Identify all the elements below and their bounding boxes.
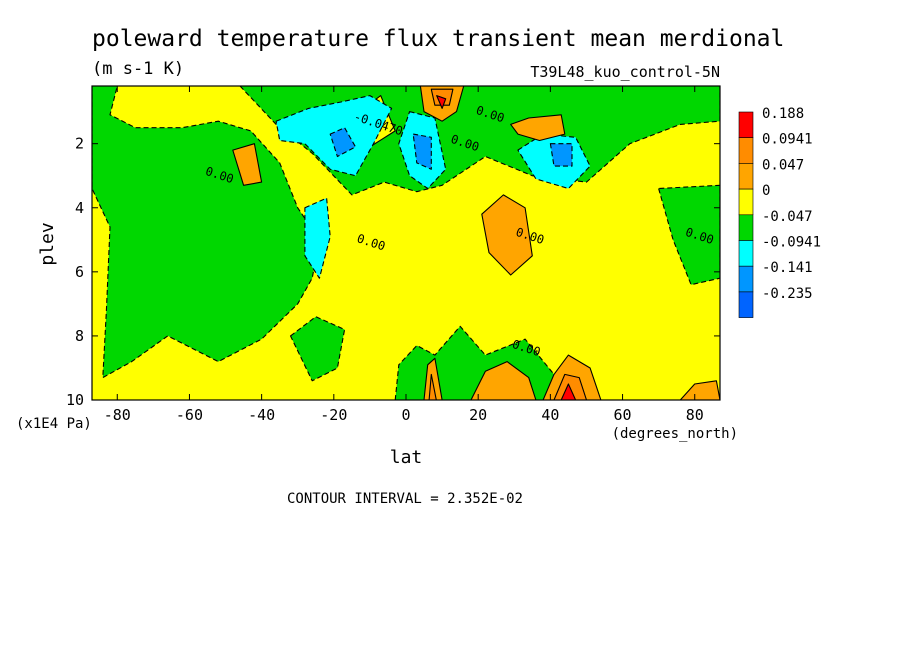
contour-region-1	[92, 86, 320, 379]
colorbar-label: 0.047	[762, 157, 804, 173]
contour-region-20	[679, 380, 720, 400]
colorbar-swatch	[738, 240, 754, 267]
colorbar-label: 0.0941	[762, 132, 813, 148]
colorbar-swatch	[738, 137, 754, 164]
run-label: T39L48_kuo_control-5N	[530, 63, 720, 81]
x-tick-label: 60	[614, 406, 632, 424]
y-axis: 2 4 6 8 10	[66, 135, 720, 409]
x-tick-label: 80	[686, 406, 704, 424]
colorbar-label: 0.188	[762, 106, 804, 122]
x-units-label: (degrees_north)	[612, 426, 738, 442]
contour-region-10	[304, 197, 331, 279]
contour-region-3	[658, 184, 720, 286]
contour-region-12	[412, 133, 432, 170]
colorbar-label: -0.235	[762, 286, 813, 302]
contour-region-26	[560, 383, 577, 400]
colorbar-label: -0.0941	[762, 235, 821, 251]
x-tick-label: -20	[320, 406, 347, 424]
colorbar-label: -0.047	[762, 209, 813, 225]
contour-region-11	[329, 127, 357, 158]
contour-region-24	[428, 373, 437, 400]
contour-region-17	[510, 114, 566, 142]
x-tick-label: 40	[541, 406, 559, 424]
heatmap-field	[92, 86, 720, 400]
y-tick-label: 2	[75, 135, 84, 153]
y-axis-title: plev	[37, 222, 58, 265]
contour-region-21	[423, 357, 443, 400]
x-tick-label: 0	[401, 406, 410, 424]
contour-region-15	[481, 194, 533, 276]
x-tick-label: -40	[248, 406, 275, 424]
x-axis-title: lat	[390, 447, 423, 468]
y-tick-label: 6	[75, 263, 84, 281]
colorbar-swatch	[738, 265, 754, 293]
colorbar-swatch	[738, 291, 754, 318]
y-tick-label: 10	[66, 391, 84, 409]
colorbar-swatch	[738, 214, 754, 241]
colorbar-label: -0.141	[762, 260, 813, 276]
x-axis: -80 -60 -40 -20 0 20 40 60 80	[104, 86, 704, 424]
y-tick-label: 8	[75, 327, 84, 345]
units-label: (m s-1 K)	[92, 59, 184, 79]
chart-title: poleward temperature flux transient mean…	[92, 26, 784, 52]
x-tick-label: -80	[104, 406, 131, 424]
colorbar-swatch	[738, 163, 754, 190]
colorbar-swatch	[738, 111, 754, 139]
contour-region-5	[289, 316, 346, 382]
contour-region-14	[232, 143, 263, 186]
y-tick-label: 4	[75, 199, 84, 217]
contour-region-25	[436, 95, 447, 109]
colorbar-legend: 0.188 0.0941 0.047 0 -0.047 -0.0941 -0.141 -0.2…	[738, 106, 821, 318]
y-units-label: (x1E4 Pa)	[16, 416, 92, 432]
x-tick-label: -60	[176, 406, 203, 424]
contour-interval: CONTOUR INTERVAL = 2.352E-02	[287, 491, 523, 507]
contour-region-18	[470, 361, 537, 400]
contour-region-13	[549, 143, 573, 167]
colorbar-swatch	[738, 188, 754, 216]
x-tick-label: 20	[469, 406, 487, 424]
colorbar-label: 0	[762, 183, 770, 199]
